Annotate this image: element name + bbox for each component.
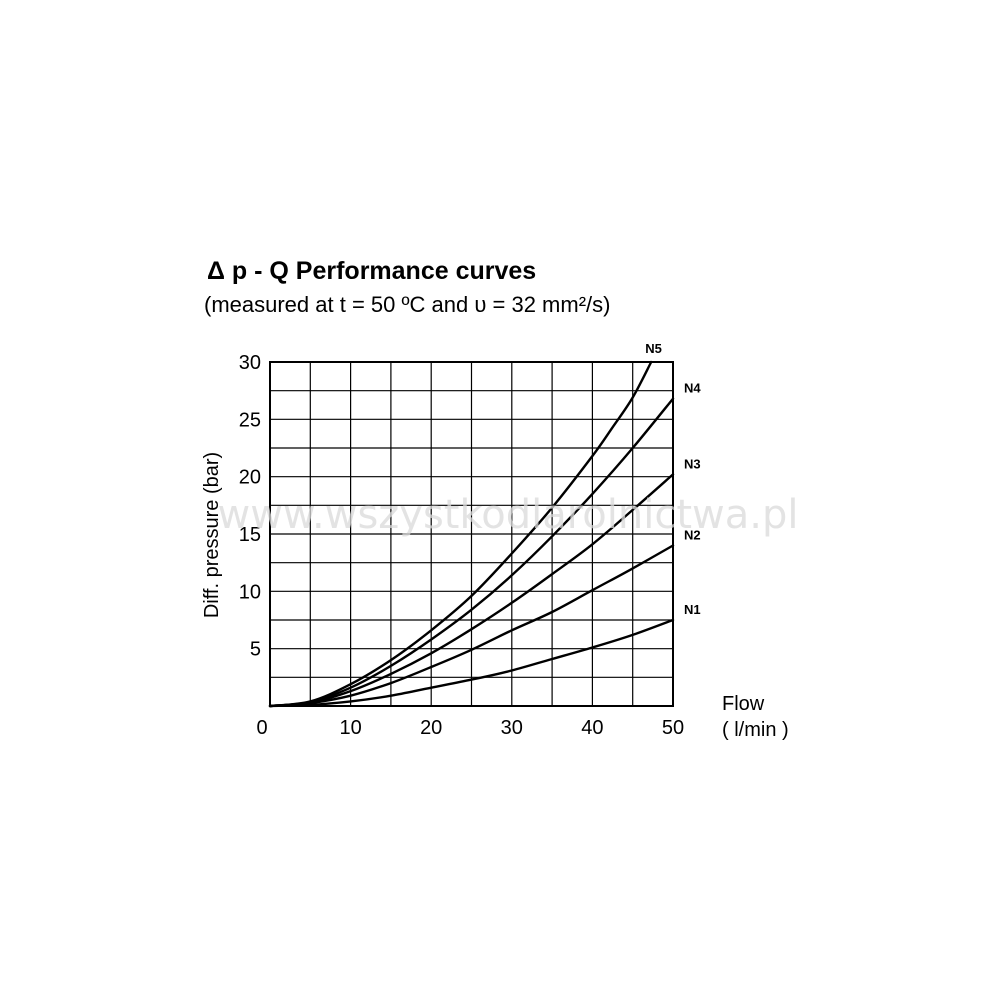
x-axis-label: Flow: [722, 693, 765, 715]
x-tick-label: 10: [339, 717, 361, 739]
plot-frame: [269, 361, 674, 707]
y-tick-label: 15: [239, 524, 261, 546]
series-label-n1: N1: [684, 602, 701, 617]
series-label-n2: N2: [684, 527, 701, 542]
y-axis-label: Diff. pressure (bar): [201, 452, 223, 618]
chart-subtitle: (measured at t = 50 ºC and υ = 32 mm²/s): [204, 292, 610, 317]
watermark: www.wszystkodlarolnictwa.pl: [218, 492, 799, 538]
x-tick-labels: 0 10 20 30 40 50: [256, 717, 684, 739]
series-lines: [268, 360, 675, 708]
x-tick-label: 30: [501, 717, 523, 739]
y-tick-label: 30: [239, 352, 261, 374]
x-tick-label: 50: [662, 717, 684, 739]
series-line-n4: [268, 397, 675, 708]
series-line-n5: [268, 360, 653, 708]
y-tick-label: 5: [250, 639, 261, 661]
x-tick-label: 20: [420, 717, 442, 739]
y-tick-label: 25: [239, 409, 261, 431]
y-tick-labels: 5 10 15 20 25 30: [239, 352, 261, 661]
x-tick-label: 0: [256, 717, 267, 739]
series-line-n2: [268, 544, 675, 708]
chart-title: Δ p - Q Performance curves: [207, 257, 536, 285]
x-tick-label: 40: [581, 717, 603, 739]
series-label-n5: N5: [645, 341, 662, 356]
series-labels: N1 N2 N3 N4 N5: [645, 341, 701, 617]
y-tick-label: 10: [239, 581, 261, 603]
grid: [269, 361, 674, 707]
series-label-n4: N4: [684, 381, 701, 396]
series-line-n1: [268, 618, 675, 708]
series-line-n3: [268, 473, 675, 708]
y-tick-label: 20: [239, 467, 261, 489]
x-axis-unit: ( l/min ): [722, 719, 789, 741]
series-label-n3: N3: [684, 456, 701, 471]
